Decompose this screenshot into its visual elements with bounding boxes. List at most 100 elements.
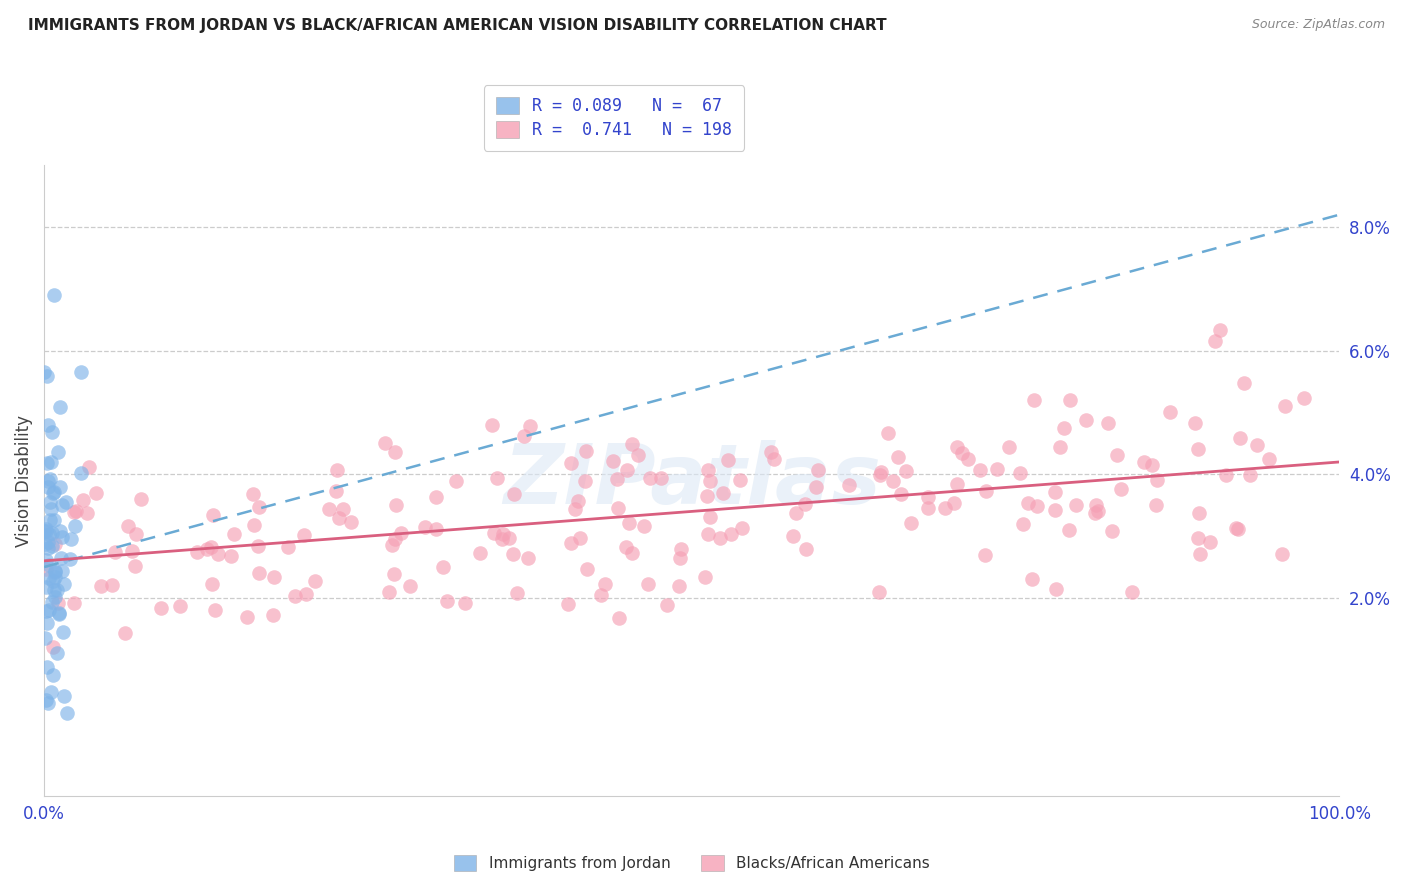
Point xyxy=(1187,442,1209,457)
Point xyxy=(513,429,536,443)
Point xyxy=(606,472,628,486)
Point xyxy=(890,487,912,501)
Point xyxy=(35,562,58,576)
Point xyxy=(200,540,222,554)
Point xyxy=(620,546,643,560)
Point xyxy=(51,564,73,578)
Point xyxy=(70,365,93,379)
Point xyxy=(46,596,69,610)
Point xyxy=(731,521,754,535)
Point xyxy=(454,596,477,610)
Point xyxy=(1121,584,1143,599)
Point xyxy=(1257,451,1279,466)
Point xyxy=(385,498,408,512)
Point xyxy=(785,506,807,520)
Point xyxy=(655,598,678,612)
Point xyxy=(1059,392,1081,407)
Point xyxy=(318,502,340,516)
Point xyxy=(44,569,66,583)
Point xyxy=(39,685,62,699)
Point xyxy=(699,510,721,524)
Point xyxy=(1225,521,1247,535)
Point xyxy=(943,496,966,510)
Point xyxy=(70,466,93,480)
Point xyxy=(470,546,492,560)
Point xyxy=(950,446,973,460)
Point xyxy=(1227,522,1250,536)
Point xyxy=(44,484,66,499)
Point xyxy=(1043,502,1066,516)
Point xyxy=(41,667,63,681)
Point xyxy=(243,518,266,533)
Point xyxy=(38,472,60,486)
Point xyxy=(1049,440,1071,454)
Point xyxy=(42,583,65,598)
Point xyxy=(37,541,59,555)
Point xyxy=(1012,516,1035,531)
Point xyxy=(378,585,401,599)
Point xyxy=(1204,334,1226,348)
Point xyxy=(41,425,63,439)
Point xyxy=(1229,431,1251,445)
Point xyxy=(1199,534,1222,549)
Point xyxy=(696,489,718,503)
Point xyxy=(1053,421,1076,435)
Point xyxy=(384,567,406,582)
Point xyxy=(633,519,655,533)
Point xyxy=(696,463,718,477)
Point xyxy=(398,579,420,593)
Point xyxy=(574,474,596,488)
Point xyxy=(52,625,75,640)
Point xyxy=(1144,498,1167,512)
Point xyxy=(150,601,173,615)
Point xyxy=(567,494,589,508)
Point xyxy=(620,436,643,450)
Point xyxy=(1132,455,1154,469)
Point xyxy=(41,486,63,500)
Point xyxy=(838,477,860,491)
Point xyxy=(1101,524,1123,538)
Point xyxy=(124,558,146,573)
Point xyxy=(1187,531,1209,545)
Point xyxy=(207,547,229,561)
Point xyxy=(48,445,70,459)
Point xyxy=(716,453,738,467)
Point xyxy=(804,480,827,494)
Point xyxy=(669,541,692,556)
Point xyxy=(117,518,139,533)
Point xyxy=(602,454,624,468)
Point xyxy=(103,545,125,559)
Point xyxy=(589,588,612,602)
Point xyxy=(339,515,361,529)
Point xyxy=(560,535,582,549)
Point xyxy=(242,487,264,501)
Point xyxy=(374,435,396,450)
Point xyxy=(42,640,65,655)
Point xyxy=(1084,506,1107,520)
Point xyxy=(1215,468,1237,483)
Point xyxy=(32,524,55,538)
Point xyxy=(38,527,60,541)
Point xyxy=(48,606,70,620)
Point xyxy=(720,527,742,541)
Point xyxy=(877,425,900,440)
Point xyxy=(492,527,515,541)
Point xyxy=(44,288,66,302)
Point xyxy=(201,577,224,591)
Point xyxy=(1184,416,1206,430)
Point xyxy=(42,514,65,528)
Point xyxy=(384,445,406,459)
Point xyxy=(202,508,225,522)
Point xyxy=(869,465,891,479)
Point xyxy=(934,500,956,515)
Point xyxy=(35,659,58,673)
Point xyxy=(34,604,56,618)
Point xyxy=(246,539,269,553)
Point xyxy=(332,501,354,516)
Point xyxy=(39,455,62,469)
Point xyxy=(896,465,918,479)
Point xyxy=(292,528,315,542)
Point xyxy=(59,552,82,566)
Point xyxy=(37,616,59,631)
Point xyxy=(709,531,731,545)
